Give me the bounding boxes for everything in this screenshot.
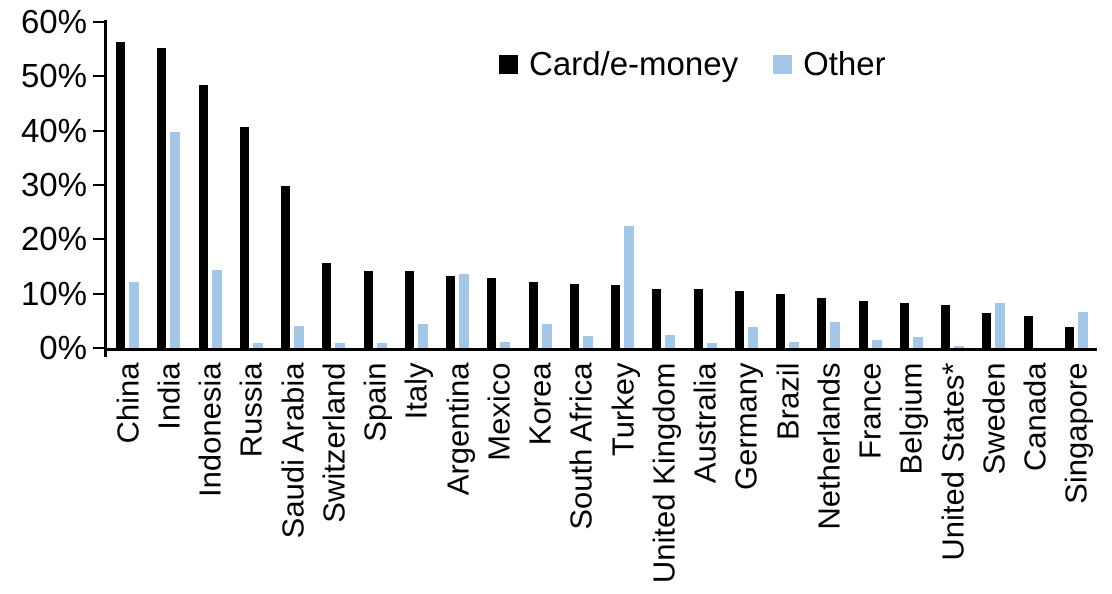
y-tick xyxy=(93,238,105,241)
x-axis-label: Sweden xyxy=(976,362,1012,475)
bar-other-19 xyxy=(912,336,923,348)
bar-other-4 xyxy=(294,326,304,348)
x-axis-label: Canada xyxy=(1017,362,1053,471)
legend-item-card-e-money: Card/e-money xyxy=(499,45,738,83)
y-axis-line xyxy=(104,20,107,351)
bar-other-10 xyxy=(541,323,552,348)
bar-other-5 xyxy=(335,343,346,348)
bar-card-e-money-15 xyxy=(734,290,744,348)
bar-card-e-money-5 xyxy=(322,262,332,348)
y-axis-label: 50% xyxy=(20,57,87,95)
bar-card-e-money-8 xyxy=(446,275,455,348)
y-axis-label: 60% xyxy=(20,3,87,40)
x-axis-label: Germany xyxy=(728,362,764,490)
y-tick xyxy=(93,347,105,349)
bar-other-21 xyxy=(995,303,1006,348)
bar-other-6 xyxy=(376,342,387,348)
x-axis-line xyxy=(104,348,1097,351)
x-axis-label: United Kingdom xyxy=(646,362,682,583)
bar-other-7 xyxy=(417,323,428,348)
bar-card-e-money-17 xyxy=(817,297,827,348)
x-axis-label: India xyxy=(151,362,187,430)
bar-other-8 xyxy=(459,273,469,348)
bar-other-12 xyxy=(624,226,634,348)
card-e-money-swatch-icon xyxy=(499,54,518,74)
bar-card-e-money-2 xyxy=(198,85,208,348)
y-axis-label: 0% xyxy=(39,329,87,366)
bar-card-e-money-19 xyxy=(899,303,909,348)
x-axis-label: Singapore xyxy=(1058,362,1094,504)
origin-tick xyxy=(104,351,107,357)
legend-label-card-e-money: Card/e-money xyxy=(529,45,739,82)
x-axis-label: Saudi Arabia xyxy=(275,362,311,538)
bar-card-e-money-3 xyxy=(239,127,249,348)
x-axis-label: Russia xyxy=(233,362,269,457)
y-tick xyxy=(93,292,105,295)
x-axis-label: Australia xyxy=(687,362,723,483)
bar-card-e-money-18 xyxy=(858,300,868,348)
y-tick xyxy=(93,184,105,186)
x-axis-label: Belgium xyxy=(893,362,929,474)
x-axis-label: United States* xyxy=(935,362,971,561)
bar-card-e-money-11 xyxy=(569,283,579,348)
bar-other-17 xyxy=(830,321,841,348)
other-swatch-icon xyxy=(773,54,793,74)
y-tick xyxy=(93,129,105,132)
legend: Card/e-money Other xyxy=(499,45,886,83)
x-axis-label: China xyxy=(110,362,146,443)
x-axis-label: Brazil xyxy=(770,362,806,440)
x-axis-label: Korea xyxy=(522,362,558,445)
y-axis-label: 40% xyxy=(20,111,87,149)
bar-other-14 xyxy=(706,342,717,348)
legend-label-other: Other xyxy=(803,45,886,82)
bar-other-23 xyxy=(1077,311,1088,348)
bar-other-2 xyxy=(211,269,222,348)
bar-other-18 xyxy=(871,339,882,349)
bar-card-e-money-14 xyxy=(693,289,703,348)
legend-item-other: Other xyxy=(773,45,886,83)
bar-other-9 xyxy=(500,341,511,348)
x-axis-label: Netherlands xyxy=(811,362,847,530)
bar-card-e-money-21 xyxy=(982,312,992,348)
bar-card-e-money-13 xyxy=(652,288,662,348)
bar-card-e-money-12 xyxy=(611,285,620,348)
bar-card-e-money-22 xyxy=(1023,315,1033,348)
bar-other-15 xyxy=(747,327,758,348)
bar-card-e-money-10 xyxy=(528,281,538,348)
y-axis-label: 20% xyxy=(20,220,87,258)
y-tick xyxy=(93,75,105,78)
x-axis-label: France xyxy=(852,362,888,459)
bar-other-3 xyxy=(252,342,263,348)
bar-card-e-money-23 xyxy=(1064,326,1074,348)
bar-other-16 xyxy=(789,341,799,348)
x-axis-label: Switzerland xyxy=(316,362,352,523)
x-axis-label: Spain xyxy=(357,362,393,442)
bar-other-0 xyxy=(129,281,139,348)
bar-card-e-money-0 xyxy=(116,42,125,348)
bar-card-e-money-20 xyxy=(941,305,950,348)
bar-card-e-money-7 xyxy=(404,271,414,348)
y-axis-label: 30% xyxy=(20,166,87,203)
x-axis-label: Turkey xyxy=(605,362,641,456)
x-axis-label: Argentina xyxy=(440,362,476,495)
bar-other-11 xyxy=(582,336,593,348)
x-axis-label: South Africa xyxy=(563,362,599,530)
bar-card-e-money-1 xyxy=(157,48,167,348)
bar-other-13 xyxy=(665,335,676,348)
bar-card-e-money-6 xyxy=(363,270,373,348)
bar-other-20 xyxy=(954,346,964,348)
bar-other-1 xyxy=(170,131,181,348)
y-axis-label: 10% xyxy=(20,274,87,312)
bar-card-e-money-9 xyxy=(487,277,497,348)
bar-card-e-money-4 xyxy=(281,186,290,348)
bar-card-e-money-16 xyxy=(776,293,785,348)
x-axis-label: Indonesia xyxy=(192,362,228,497)
y-tick xyxy=(93,21,105,23)
x-axis-label: Mexico xyxy=(481,362,517,461)
x-axis-label: Italy xyxy=(398,362,434,419)
